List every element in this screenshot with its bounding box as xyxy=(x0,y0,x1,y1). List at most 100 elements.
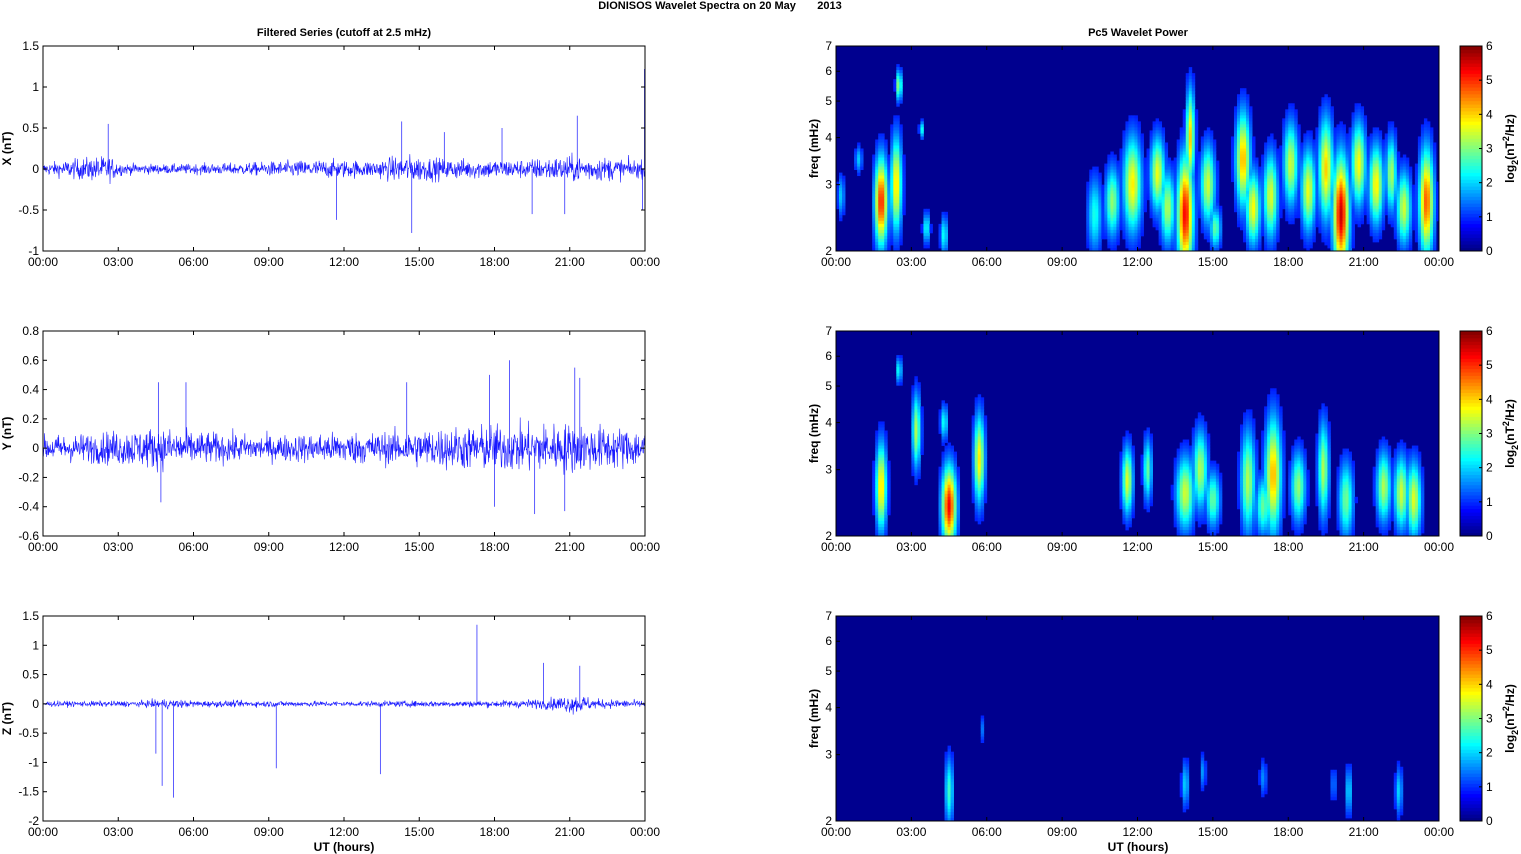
x-spectrum-heatmap-cell xyxy=(1399,169,1404,174)
x-spectrum-heatmap-cell xyxy=(1149,160,1153,164)
x-spectrum-heatmap-cell xyxy=(1110,175,1114,180)
x-spectrum-heatmap-cell xyxy=(1273,244,1277,249)
x-spectrum-heatmap-cell xyxy=(1249,205,1253,210)
x-spectrum-heatmap-cell xyxy=(1291,127,1295,131)
x-spectrum-heatmap-cell xyxy=(1282,175,1286,180)
x-spectrum-heatmap-cell xyxy=(1261,217,1265,222)
x-spectrum-heatmap-cell xyxy=(1330,196,1334,201)
x-spectrum-heatmap-cell xyxy=(1270,208,1274,213)
x-spectrum-heatmap-cell xyxy=(1288,130,1292,134)
x-spectrum-heatmap-cell xyxy=(1372,184,1377,189)
x-spectrum-heatmap-cell xyxy=(1381,163,1386,167)
x-spectrum-heatmap-cell xyxy=(1423,202,1428,207)
x-spectrum-heatmap-cell xyxy=(1432,208,1437,213)
x-spectrum-heatmap-cell xyxy=(875,241,879,246)
x-spectrum-heatmap-cell xyxy=(1324,238,1328,243)
x-spectrum-heatmap-cell xyxy=(1086,184,1090,189)
x-spectrum-heatmap-cell xyxy=(1128,127,1132,131)
x-spectrum-heatmap-cell xyxy=(1176,235,1181,240)
x-spectrum-heatmap-cell xyxy=(1230,145,1235,149)
x-spectrum-heatmap-cell xyxy=(1182,226,1187,231)
x-spectrum-heatmap-cell xyxy=(1402,190,1407,195)
x-spectrum-heatmap-cell xyxy=(1321,232,1325,237)
x-spectrum-heatmap-cell xyxy=(1149,214,1153,219)
x-spectrum-heatmap-cell xyxy=(1140,133,1144,137)
y-spectrum-heatmap-cell xyxy=(896,379,900,383)
x-spectrum-heatmap-cell xyxy=(1206,190,1211,195)
x-spectrum-heatmap-cell xyxy=(1095,214,1099,219)
x-spectrum-heatmap-cell xyxy=(881,142,885,146)
x-spectrum-heatmap-cell xyxy=(899,127,903,131)
x-spectrum-heatmap-cell xyxy=(1188,85,1193,89)
x-spectrum-heatmap-cell xyxy=(1261,190,1265,195)
x-spectrum-heatmap-cell xyxy=(1107,235,1111,240)
x-spectrum-heatmap-cell xyxy=(1315,130,1319,134)
x-spectrum-heatmap-cell xyxy=(1243,226,1247,231)
x-spectrum-heatmap-cell xyxy=(1354,154,1358,158)
x-spectrum-heatmap-cell xyxy=(1423,181,1428,186)
x-spectrum-heatmap-cell xyxy=(1185,103,1190,107)
x-spectrum-heatmap-cell xyxy=(1393,175,1398,180)
x-spectrum-heatmap-cell xyxy=(1240,223,1244,228)
x-spectrum-heatmap-cell xyxy=(890,187,894,192)
x-spectrum-heatmap-cell xyxy=(1405,211,1410,216)
x-spectrum-heatmap-cell xyxy=(1354,139,1358,143)
y-series-ytick-label: 0.2 xyxy=(22,412,39,426)
x-spectrum-heatmap-cell xyxy=(1351,124,1355,128)
x-spectrum-heatmap-cell xyxy=(1294,115,1298,119)
x-spectrum-heatmap-cell xyxy=(1261,226,1265,231)
x-spectrum-heatmap-cell xyxy=(896,67,900,71)
x-spectrum-heatmap-cell xyxy=(1197,175,1202,180)
x-spectrum-heatmap-cell xyxy=(1414,166,1419,170)
x-spectrum-heatmap-cell xyxy=(1176,205,1181,210)
x-spectrum-heatmap-cell xyxy=(1417,223,1422,228)
x-spectrum-heatmap-cell xyxy=(1333,238,1337,243)
x-spectrum-heatmap-cell xyxy=(1158,223,1163,228)
x-spectrum-heatmap-cell xyxy=(899,97,903,101)
x-spectrum-heatmap-cell xyxy=(1249,136,1253,140)
x-spectrum-heatmap-cell xyxy=(1240,97,1244,101)
x-spectrum-heatmap-cell xyxy=(872,211,876,216)
x-spectrum-heatmap-cell xyxy=(1375,220,1380,225)
x-spectrum-heatmap-cell xyxy=(1170,205,1175,210)
x-spectrum-heatmap-cell xyxy=(1429,244,1434,249)
x-spectrum-heatmap-cell xyxy=(1236,178,1241,183)
x-spectrum-colorbar-segment xyxy=(1460,134,1482,139)
x-spectrum-heatmap-cell xyxy=(1116,235,1120,240)
x-spectrum-heatmap-cell xyxy=(881,214,885,219)
x-spectrum-heatmap-cell xyxy=(1309,193,1313,198)
x-spectrum-heatmap-cell xyxy=(1113,193,1117,198)
x-spectrum-heatmap-cell xyxy=(890,142,894,146)
x-spectrum-heatmap-cell xyxy=(1119,205,1123,210)
x-spectrum-heatmap-cell xyxy=(1155,214,1160,219)
x-spectrum-heatmap-cell xyxy=(1179,235,1184,240)
x-spectrum-heatmap-cell xyxy=(902,211,906,216)
x-spectrum-heatmap-cell xyxy=(1203,133,1208,137)
x-spectrum-heatmap-cell xyxy=(1128,202,1132,207)
x-spectrum-heatmap-cell xyxy=(1345,145,1349,149)
x-spectrum-heatmap-cell xyxy=(1429,205,1434,210)
x-spectrum-heatmap-cell xyxy=(1369,190,1374,195)
x-spectrum-heatmap-cell xyxy=(884,163,888,167)
x-spectrum-heatmap-cell xyxy=(1327,172,1331,177)
x-spectrum-heatmap-cell xyxy=(1393,148,1398,152)
x-spectrum-heatmap-cell xyxy=(1303,190,1307,195)
x-spectrum-heatmap-cell xyxy=(1170,196,1175,201)
x-spectrum-heatmap-cell xyxy=(884,175,888,180)
x-spectrum-heatmap-cell xyxy=(1167,172,1172,177)
x-spectrum-heatmap-cell xyxy=(1435,214,1440,219)
x-spectrum-heatmap-cell xyxy=(1420,238,1425,243)
x-spectrum-heatmap-cell xyxy=(1104,229,1108,234)
x-spectrum-heatmap-cell xyxy=(1206,226,1211,231)
x-spectrum-heatmap-cell xyxy=(1324,223,1328,228)
x-spectrum-heatmap-cell xyxy=(1321,169,1325,174)
x-spectrum-heatmap-cell xyxy=(1233,115,1238,119)
x-spectrum-heatmap-cell xyxy=(1405,187,1410,192)
x-spectrum-heatmap-cell xyxy=(842,175,846,180)
x-spectrum-heatmap-cell xyxy=(1252,208,1256,213)
x-spectrum-heatmap-cell xyxy=(1122,196,1126,201)
x-spectrum-heatmap-cell xyxy=(1318,118,1322,122)
x-spectrum-heatmap-cell xyxy=(1152,157,1156,161)
x-spectrum-heatmap-cell xyxy=(1243,100,1247,104)
x-spectrum-heatmap-cell xyxy=(887,244,891,249)
